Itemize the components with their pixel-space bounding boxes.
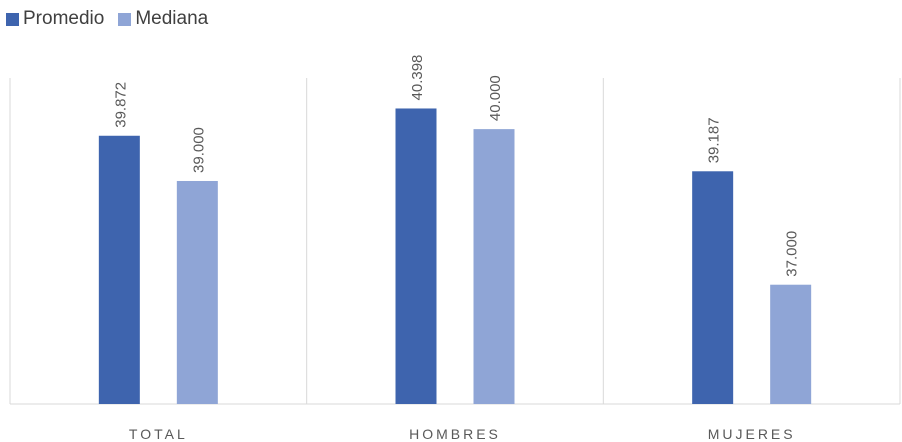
bar-promedio-mujeres [692, 171, 734, 404]
data-label: 39.187 [706, 117, 723, 163]
x-tick-label: MUJERES [708, 426, 796, 442]
legend-item-mediana: Mediana [118, 8, 208, 30]
data-label: 39.000 [190, 127, 207, 173]
data-label: 40.398 [409, 55, 426, 101]
bar-promedio-hombres [395, 108, 437, 404]
legend: Promedio Mediana [6, 8, 222, 30]
legend-label-promedio: Promedio [23, 8, 105, 29]
bar-mediana-total [176, 180, 218, 404]
bar-mediana-mujeres [770, 284, 812, 404]
x-tick-label: HOMBRES [409, 426, 501, 442]
data-label: 39.872 [112, 82, 129, 128]
bar-mediana-hombres [473, 129, 515, 404]
data-label: 37.000 [784, 231, 801, 277]
bar-promedio-total [98, 135, 140, 404]
legend-label-mediana: Mediana [135, 8, 209, 29]
legend-swatch-mediana [118, 12, 132, 26]
legend-item-promedio: Promedio [6, 8, 104, 30]
legend-swatch-promedio [6, 12, 19, 26]
data-label: 40.000 [487, 75, 504, 121]
x-tick-label: TOTAL [129, 426, 188, 442]
